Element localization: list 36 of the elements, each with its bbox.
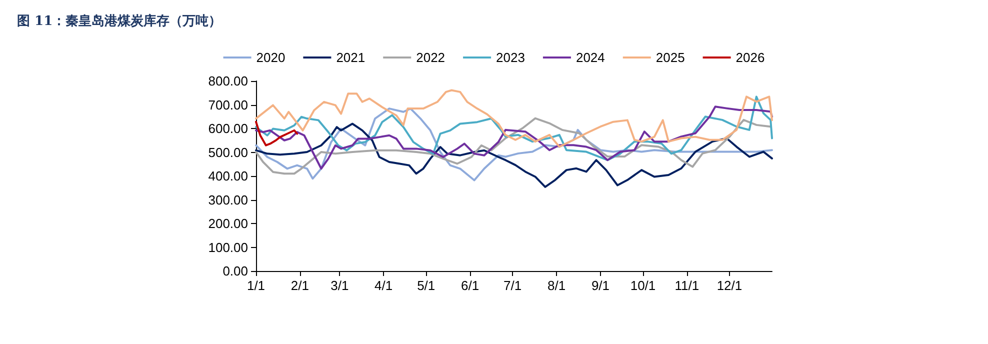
x-tick-label: 10/1 [630,278,656,293]
legend-label: 2025 [656,50,685,65]
legend-label: 2022 [416,50,446,65]
y-tick-label: 100.00 [208,240,248,255]
x-tick-label: 9/1 [591,278,610,293]
legend-label: 2023 [496,50,525,65]
x-tick-label: 2/1 [290,278,309,293]
line-series [255,120,298,146]
y-tick-label: 700.00 [208,97,248,112]
x-tick-label: 6/1 [461,278,480,293]
legend-label: 2020 [256,50,286,65]
y-tick-label: 200.00 [208,216,248,231]
x-tick-label: 11/1 [674,278,700,293]
legend-label: 2024 [576,50,605,65]
line-series [255,122,773,188]
y-tick-label: 300.00 [208,192,248,208]
line-series [255,117,772,175]
y-tick-label: 500.00 [208,144,248,160]
x-tick-label: 12/1 [716,278,742,293]
x-tick-label: 3/1 [330,278,349,293]
legend-label: 2026 [736,50,765,65]
x-tick-label: 1/1 [246,278,266,293]
y-tick-label: 600.00 [208,121,248,136]
y-tick-label: 800.00 [208,74,248,88]
x-tick-label: 8/1 [547,278,566,293]
y-tick-label: 400.00 [208,168,248,184]
x-tick-label: 7/1 [504,278,522,293]
x-tick-label: 4/1 [374,278,393,293]
x-tick-label: 5/1 [417,278,436,293]
line-series [255,106,773,170]
legend-label: 2021 [336,50,366,65]
line-series [255,89,773,148]
y-tick-label: 0.00 [222,264,248,278]
line-series [255,108,773,182]
text: 图 11：秦皇岛港煤炭库存（万吨） [17,13,222,29]
line-series [255,96,773,162]
